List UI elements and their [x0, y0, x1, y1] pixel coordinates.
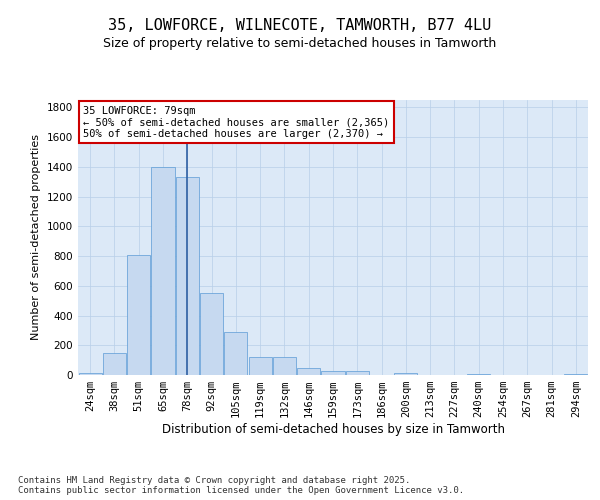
Bar	[79, 373, 101, 375]
Bar	[467, 374, 490, 375]
Bar	[103, 354, 126, 375]
Text: 35, LOWFORCE, WILNECOTE, TAMWORTH, B77 4LU: 35, LOWFORCE, WILNECOTE, TAMWORTH, B77 4…	[109, 18, 491, 32]
Y-axis label: Number of semi-detached properties: Number of semi-detached properties	[31, 134, 41, 340]
Bar	[394, 373, 418, 375]
Bar	[248, 357, 272, 375]
Bar	[127, 254, 150, 375]
Bar	[322, 372, 344, 375]
Bar	[273, 357, 296, 375]
Text: 35 LOWFORCE: 79sqm
← 50% of semi-detached houses are smaller (2,365)
50% of semi: 35 LOWFORCE: 79sqm ← 50% of semi-detache…	[83, 106, 389, 138]
Text: Size of property relative to semi-detached houses in Tamworth: Size of property relative to semi-detach…	[103, 38, 497, 51]
Bar	[224, 332, 247, 375]
Bar	[565, 374, 587, 375]
Bar	[151, 167, 175, 375]
Bar	[200, 293, 223, 375]
Bar	[176, 178, 199, 375]
Text: Contains HM Land Registry data © Crown copyright and database right 2025.
Contai: Contains HM Land Registry data © Crown c…	[18, 476, 464, 495]
X-axis label: Distribution of semi-detached houses by size in Tamworth: Distribution of semi-detached houses by …	[161, 423, 505, 436]
Bar	[297, 368, 320, 375]
Bar	[346, 372, 369, 375]
